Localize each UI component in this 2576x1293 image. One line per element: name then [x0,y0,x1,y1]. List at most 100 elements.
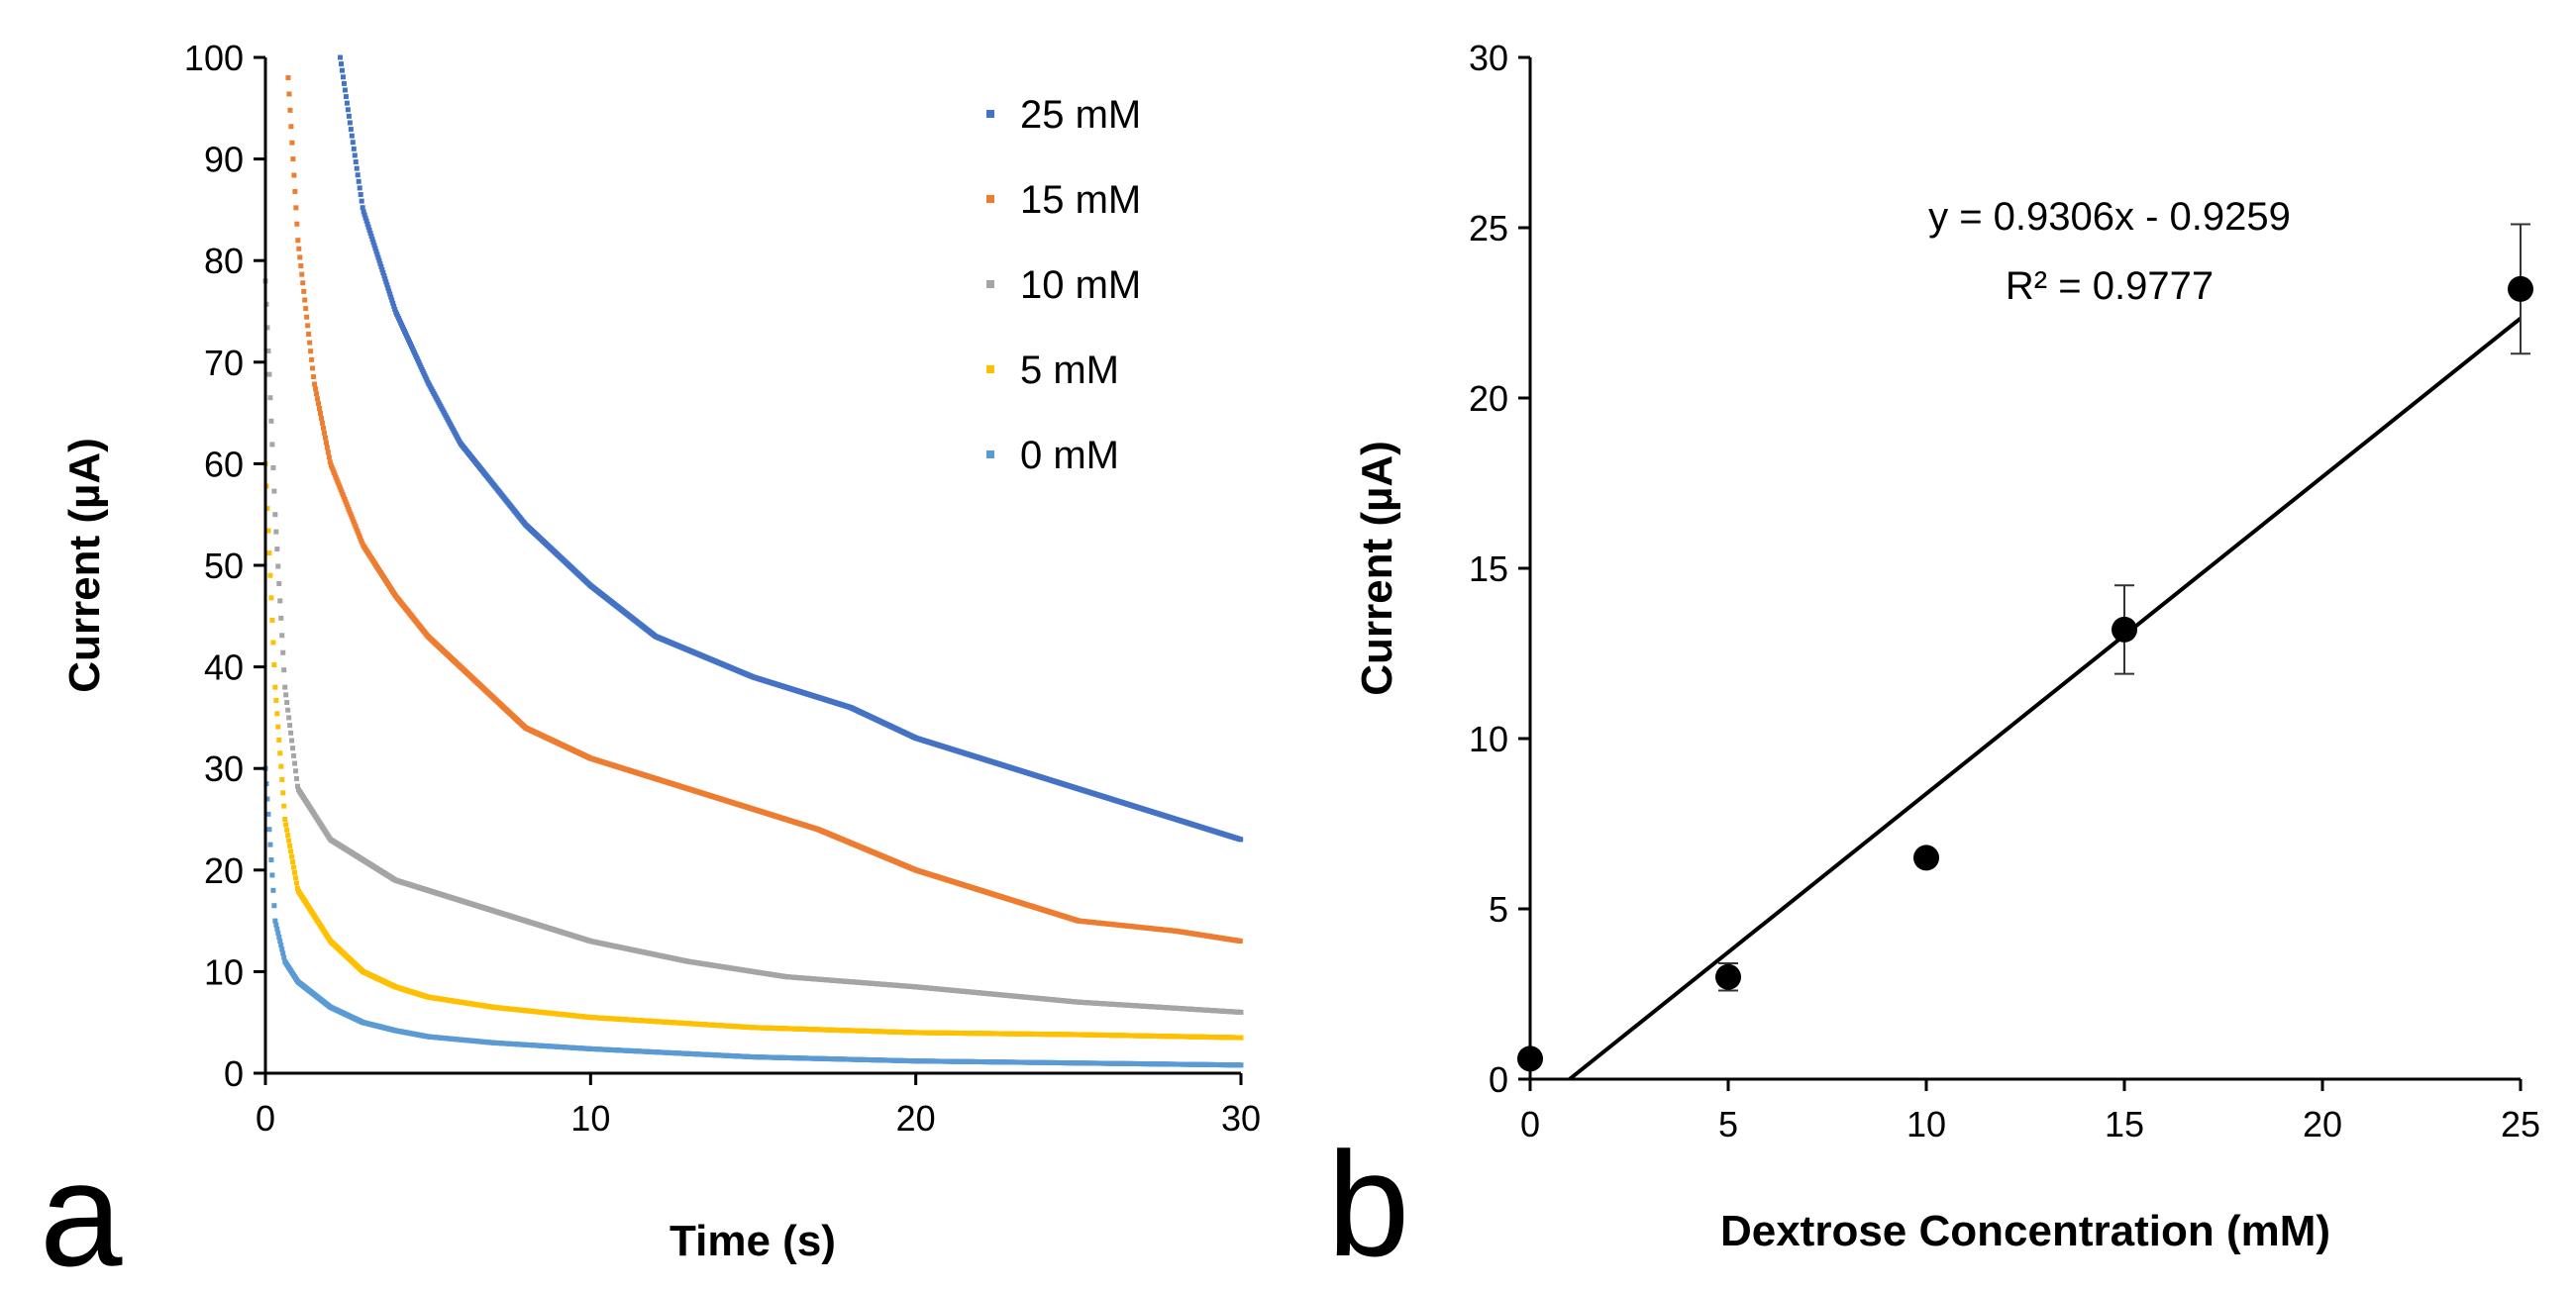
series-point [302,297,308,303]
chart-a-x-tick-label: 20 [896,1098,936,1139]
series-point [350,140,356,146]
series-point [278,943,284,948]
series-point [295,783,301,789]
series-point [309,356,315,362]
series-point [280,950,286,956]
series-point [271,903,277,909]
series-point [294,775,300,781]
series-point [296,246,302,251]
legend-label: 0 mM [1020,434,1119,477]
series-point [279,633,285,639]
series-point [269,872,275,878]
chart-a-y-tick-label: 40 [204,647,244,688]
series-point [310,365,316,371]
series-point [277,750,283,756]
series-point [392,306,398,312]
series-point [283,822,289,828]
chart-a-y-tick-label: 0 [224,1053,244,1094]
series-point [351,146,357,151]
series-point [356,178,361,184]
series-point [348,127,354,133]
series-point [346,113,352,119]
chart-b-y-tick-label: 0 [1489,1059,1508,1100]
chart-b-x-tick-label: 0 [1520,1104,1540,1144]
series-point [268,857,274,863]
series-point [289,738,295,744]
series-point [281,667,287,673]
chart-a-y-tick-label: 90 [204,140,244,180]
series-point [327,459,333,465]
chart-a-ylabel: Current (µA) [60,438,109,693]
chart-b-trendline [1568,316,2523,1081]
chart-b-x-tick-label: 5 [1718,1104,1738,1144]
series-point [1238,1062,1244,1068]
series-point [266,371,272,377]
series-point [390,300,396,306]
series-point [326,454,332,460]
series-point [273,922,279,928]
series-point [384,282,390,288]
series-point [345,107,351,113]
series-point [325,449,331,455]
series-point [293,205,299,211]
series-point [272,512,278,518]
series-point [370,240,376,246]
series-point [288,124,294,130]
series-point [1237,939,1243,945]
series-point [378,263,384,269]
series-point [300,280,306,286]
legend-label: 5 mM [1020,348,1119,392]
series-point [372,246,378,251]
legend-marker [986,195,994,203]
series-point [362,215,368,221]
series-point [367,230,373,236]
series-point [368,234,374,240]
series-point [307,340,313,346]
chart-b-y-tick-label: 25 [1469,208,1508,249]
series-point [272,684,278,690]
series-point [286,91,292,97]
series-point [275,930,281,936]
chart-b-y-tick-label: 30 [1469,38,1508,78]
series-point [343,94,349,100]
series-point [377,260,383,266]
series-point [294,880,300,886]
legend-label: 15 mM [1020,178,1141,222]
series-point [275,724,281,730]
series-point [338,54,344,60]
chart-a-y-tick-label: 10 [204,951,244,992]
series-point [321,430,327,436]
series-point [276,935,282,941]
series-point [358,192,363,198]
series-point [292,188,298,194]
chart-a-series-marks [262,54,1244,1068]
series-point [324,445,330,450]
series-point [264,506,270,512]
series-point [374,251,380,257]
chart-a-y-tick-label: 100 [184,38,244,78]
chart-b-y-tick-label: 10 [1469,719,1508,759]
series-point [267,572,273,578]
chart-b-x-tick-label: 20 [2303,1104,2342,1144]
chart-a-y-tick-label: 30 [204,748,244,789]
series-point [265,811,271,817]
series-point [383,279,389,285]
series-point [308,348,314,354]
series-point [291,172,297,178]
legend-label: 25 mM [1020,93,1141,137]
series-point [1238,1035,1244,1041]
series-point [278,763,284,769]
series-point [385,285,391,291]
series-point [274,711,280,717]
series-point [273,529,279,535]
chart-a-y-tick-label: 60 [204,444,244,484]
series-point [266,550,272,556]
series-point [268,418,274,424]
series-point [366,227,372,233]
series-point [1238,1009,1244,1015]
series-point [317,411,323,417]
series-point [281,954,287,960]
series-point [359,198,364,204]
